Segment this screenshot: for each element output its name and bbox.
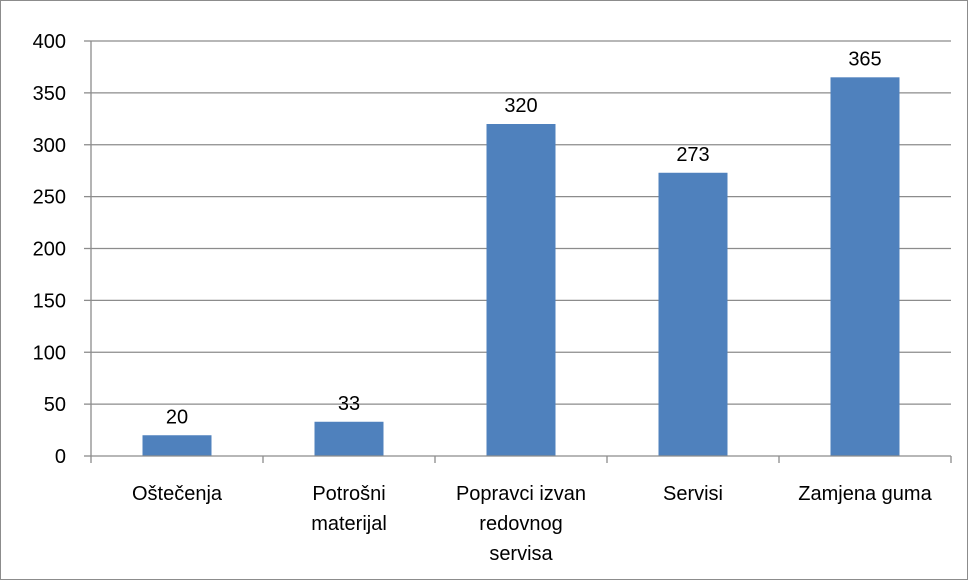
bar: [486, 124, 556, 456]
category-label-line: Oštečenja: [132, 483, 223, 505]
category-label-line: redovnog: [479, 513, 562, 535]
category-label: Popravci izvan redovnog servisa: [456, 483, 586, 565]
category-label-line: servisa: [489, 543, 553, 565]
y-tick-label: 400: [33, 31, 66, 53]
data-label: 20: [166, 406, 188, 428]
category-label: Oštečenja: [132, 483, 223, 505]
bar: [830, 77, 900, 456]
bar: [314, 421, 384, 456]
category-label-line: materijal: [311, 513, 387, 535]
bars: [142, 77, 900, 456]
data-label: 273: [676, 144, 709, 166]
y-tick-label: 350: [33, 83, 66, 105]
bar: [142, 435, 212, 456]
category-label: Servisi: [663, 483, 723, 505]
category-label-line: Potrošni: [312, 483, 385, 505]
y-tick-label: 100: [33, 342, 66, 364]
category-label-line: Servisi: [663, 483, 723, 505]
category-label-line: Zamjena guma: [798, 483, 932, 505]
axes: [84, 40, 952, 463]
data-labels: 20 33 320 273 365: [166, 48, 882, 428]
data-label: 365: [848, 48, 881, 70]
bar: [658, 172, 728, 456]
y-tick-label: 50: [44, 394, 66, 416]
category-label: Potrošni materijal: [311, 483, 387, 535]
y-tick-label: 250: [33, 187, 66, 209]
data-label: 33: [338, 393, 360, 415]
y-tick-label: 150: [33, 290, 66, 312]
category-label-line: Popravci izvan: [456, 483, 586, 505]
data-label: 320: [504, 95, 537, 117]
y-tick-labels: 0 50 100 150 200 250 300 350 400: [33, 31, 66, 468]
category-label: Zamjena guma: [798, 483, 932, 505]
y-tick-label: 0: [55, 446, 66, 468]
y-tick-label: 300: [33, 135, 66, 157]
y-tick-label: 200: [33, 239, 66, 261]
category-labels: Oštečenja Potrošni materijal Popravci izvan…: [132, 483, 933, 565]
